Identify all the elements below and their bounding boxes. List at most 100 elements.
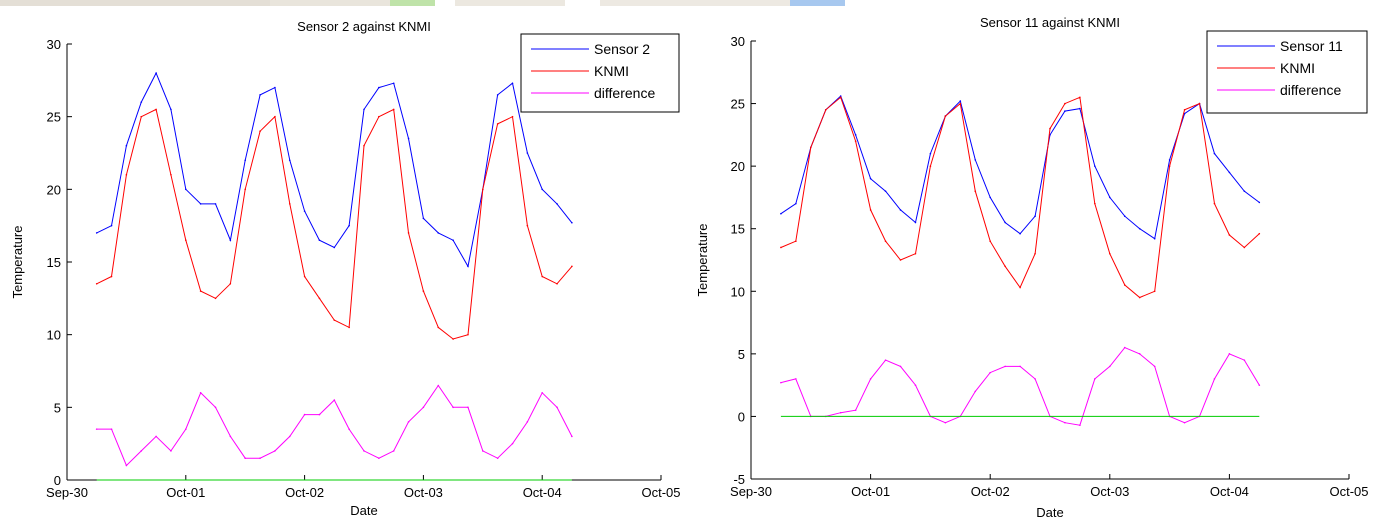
series-sensor-2-point — [407, 137, 410, 140]
series-knmi-point — [1123, 284, 1126, 286]
series-difference-point — [1094, 378, 1096, 380]
map-tile — [390, 0, 435, 6]
series-sensor-11-line — [780, 95, 1260, 240]
x-tick-label: Oct-01 — [851, 484, 890, 499]
series-knmi-point — [810, 146, 812, 149]
series-sensor-2-point — [125, 144, 128, 147]
series-sensor-2-point — [556, 203, 558, 205]
series-sensor-11-point — [1034, 215, 1036, 217]
series-difference-point — [974, 390, 977, 393]
series-difference-point — [1183, 421, 1186, 424]
series-difference-point — [422, 406, 425, 409]
series-knmi-point — [274, 115, 276, 118]
series-difference-point — [869, 378, 872, 380]
series-knmi-point — [929, 165, 932, 167]
legend-box — [1206, 30, 1368, 114]
map-image-strip — [0, 0, 860, 6]
y-tick-label: 15 — [731, 222, 745, 237]
series-difference-point — [199, 392, 202, 394]
map-tile — [790, 0, 845, 6]
series-sensor-2-point — [378, 86, 380, 89]
x-axis-label: Date — [1036, 505, 1063, 520]
series-difference-point — [407, 421, 410, 423]
series-knmi-point — [1064, 102, 1066, 105]
series-difference-point — [482, 450, 484, 452]
series-knmi-point — [1228, 234, 1231, 236]
y-tick-label: 0 — [738, 409, 745, 424]
series-sensor-11-point — [854, 134, 857, 136]
legend-label: KNMI — [1280, 60, 1315, 76]
series-knmi-point — [185, 239, 187, 241]
series-difference-point — [348, 428, 350, 430]
series-difference-point — [392, 450, 395, 452]
series-knmi-point — [363, 144, 365, 147]
series-knmi-point — [526, 224, 529, 227]
series-sensor-11-point — [899, 209, 902, 211]
series-knmi-point — [244, 188, 246, 191]
y-tick-label: 30 — [731, 34, 745, 49]
series-knmi-point — [214, 297, 217, 300]
series-knmi-point — [1258, 232, 1261, 235]
map-tile — [600, 0, 790, 6]
series-sensor-2-point — [214, 203, 217, 205]
series-knmi-point — [407, 232, 410, 234]
series-difference-point — [556, 406, 558, 409]
series-sensor-2-point — [110, 224, 113, 227]
y-axis-label: Temperature — [695, 224, 710, 297]
series-knmi-point — [1094, 202, 1096, 205]
series-knmi-point — [482, 188, 484, 191]
series-knmi-point — [511, 115, 514, 118]
series-knmi-point — [452, 338, 454, 340]
series-knmi-point — [1079, 96, 1081, 99]
series-difference-point — [839, 411, 842, 414]
series-sensor-2-point — [333, 246, 336, 249]
series-sensor-2-point — [259, 94, 261, 96]
series-sensor-2-point — [541, 188, 543, 191]
series-difference-point — [1228, 353, 1231, 355]
series-sensor-2-point — [452, 239, 454, 241]
y-tick-label: 25 — [47, 110, 61, 125]
series-sensor-11-point — [839, 95, 842, 97]
series-knmi-point — [348, 326, 350, 329]
series-knmi-point — [1183, 109, 1186, 111]
series-difference-point — [125, 464, 128, 467]
series-sensor-11-point — [1109, 196, 1111, 199]
series-difference-point — [274, 450, 276, 452]
series-difference-point — [1034, 378, 1036, 380]
x-tick-label: Oct-04 — [523, 485, 562, 500]
series-knmi-point — [944, 115, 947, 117]
y-tick-label: 10 — [731, 284, 745, 299]
series-sensor-11-point — [1094, 165, 1096, 167]
x-tick-label: Sep-30 — [46, 485, 88, 500]
series-knmi-point — [1168, 165, 1171, 167]
chart-title: Sensor 2 against KNMI — [297, 19, 431, 34]
series-knmi-point — [229, 283, 232, 285]
series-difference-point — [229, 435, 232, 438]
series-knmi-point — [1049, 127, 1051, 130]
series-difference-point — [318, 413, 321, 416]
series-sensor-11-point — [1138, 227, 1141, 230]
series-difference-point — [140, 450, 143, 452]
series-difference-point — [378, 457, 380, 460]
series-difference-point — [1258, 384, 1261, 386]
series-sensor-11-point — [869, 177, 872, 180]
series-sensor-11-point — [1213, 152, 1216, 155]
series-difference-point — [363, 450, 365, 452]
series-sensor-2-point — [229, 239, 232, 241]
series-sensor-11-point — [1228, 171, 1231, 174]
series-knmi-point — [467, 333, 469, 336]
series-difference-point — [1109, 365, 1111, 368]
x-tick-label: Oct-02 — [971, 484, 1010, 499]
series-knmi-point — [140, 115, 143, 118]
legend-label: Sensor 2 — [594, 41, 650, 57]
series-sensor-2-point — [318, 239, 321, 241]
series-difference-point — [511, 442, 514, 445]
series-sensor-11-point — [1123, 215, 1126, 217]
series-difference-point — [452, 406, 454, 409]
series-knmi-point — [437, 326, 440, 329]
series-difference-point — [1213, 378, 1216, 380]
series-knmi-point — [95, 283, 98, 285]
series-knmi-point — [259, 130, 261, 132]
y-tick-label: 20 — [731, 159, 745, 174]
series-sensor-2-point — [303, 210, 306, 212]
